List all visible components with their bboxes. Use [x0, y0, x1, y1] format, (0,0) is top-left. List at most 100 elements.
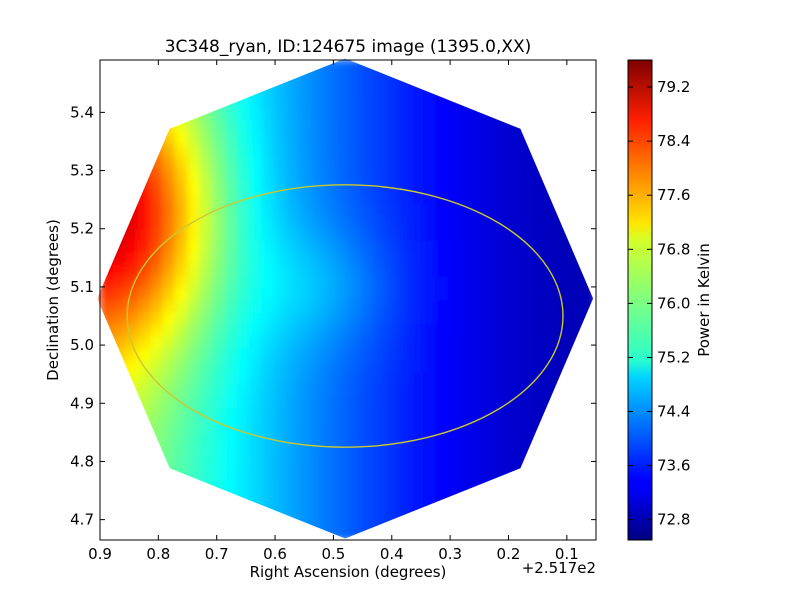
heatmap-cell [173, 299, 188, 313]
heatmap-cell [335, 419, 349, 433]
heatmap-cell [359, 83, 374, 97]
y-tick-label: 5.1 [70, 278, 94, 296]
heatmap-cell [310, 83, 324, 97]
heatmap-cell [111, 275, 126, 289]
heatmap-cell [310, 287, 324, 301]
heatmap-cell [161, 419, 175, 433]
heatmap-cell [558, 311, 572, 325]
heatmap-cell [471, 335, 485, 349]
heatmap-cell [136, 83, 151, 97]
heatmap-cell [471, 287, 485, 301]
heatmap-cell [533, 275, 547, 289]
heatmap-cell [136, 143, 151, 157]
heatmap-cell [521, 311, 535, 325]
heatmap-cell [223, 371, 237, 385]
heatmap-cell [111, 479, 126, 493]
heatmap-cell [223, 311, 237, 325]
heatmap-cell [260, 287, 275, 301]
heatmap-cell [273, 155, 287, 169]
heatmap-cell [409, 119, 423, 133]
heatmap-cell [545, 311, 560, 325]
heatmap-cell [397, 311, 411, 325]
heatmap-cell [558, 527, 572, 539]
heatmap-cell [136, 119, 151, 133]
heatmap-cell [198, 359, 213, 373]
heatmap-cell [198, 119, 213, 133]
heatmap-cell [496, 71, 510, 85]
heatmap-cell [533, 371, 547, 385]
heatmap-cell [223, 191, 237, 205]
heatmap-cell [409, 95, 423, 109]
heatmap-cell [310, 503, 324, 517]
heatmap-cell [446, 143, 461, 157]
heatmap-cell [558, 227, 572, 241]
heatmap-cell [409, 371, 423, 385]
heatmap-cell [273, 191, 287, 205]
heatmap-cell [186, 347, 200, 361]
heatmap-cell [310, 371, 324, 385]
heatmap-cell [235, 431, 250, 445]
heatmap-cell [459, 527, 473, 539]
heatmap-cell [186, 419, 200, 433]
heatmap-cell [124, 527, 138, 539]
heatmap-cell [335, 83, 349, 97]
heatmap-cell [533, 323, 547, 337]
heatmap-cell [583, 287, 594, 301]
heatmap-cell [161, 119, 175, 133]
heatmap-cell [297, 431, 312, 445]
heatmap-cell [322, 251, 337, 265]
heatmap-cell [223, 455, 237, 469]
heatmap-cell [136, 491, 151, 505]
heatmap-cell [248, 239, 262, 253]
heatmap-cell [198, 383, 213, 397]
heatmap-cell [545, 287, 560, 301]
heatmap-cell [409, 191, 423, 205]
heatmap-cell [111, 95, 126, 109]
heatmap-cell [136, 467, 151, 481]
heatmap-cell [521, 71, 535, 85]
heatmap-cell [310, 107, 324, 121]
heatmap-cell [384, 215, 399, 229]
heatmap-cell [223, 59, 237, 73]
heatmap-cell [136, 155, 151, 169]
heatmap-cell [446, 491, 461, 505]
heatmap-cell [273, 227, 287, 241]
heatmap-cell [558, 299, 572, 313]
heatmap-cell [508, 119, 523, 133]
heatmap-cell [124, 371, 138, 385]
heatmap-cell [223, 407, 237, 421]
heatmap-cell [297, 407, 312, 421]
heatmap-cell [273, 83, 287, 97]
heatmap-cell [359, 263, 374, 277]
heatmap-cell [558, 443, 572, 457]
heatmap-cell [459, 227, 473, 241]
heatmap-cell [273, 203, 287, 217]
heatmap-cell [483, 347, 498, 361]
heatmap-cell [508, 143, 523, 157]
heatmap-cell [297, 107, 312, 121]
heatmap-cell [223, 467, 237, 481]
heatmap-cell [310, 95, 324, 109]
heatmap-cell [459, 239, 473, 253]
heatmap-cell [235, 299, 250, 313]
heatmap-cell [434, 299, 448, 313]
heatmap-cell [198, 407, 213, 421]
heatmap-cell [136, 227, 151, 241]
heatmap-cell [310, 239, 324, 253]
heatmap-cell [446, 119, 461, 133]
heatmap-cell [310, 263, 324, 277]
heatmap-cell [483, 515, 498, 529]
heatmap-cell [99, 371, 113, 385]
heatmap-cell [186, 71, 200, 85]
heatmap-cell [359, 407, 374, 421]
heatmap-cell [397, 95, 411, 109]
heatmap-cell [149, 383, 163, 397]
heatmap-cell [496, 311, 510, 325]
heatmap-cell [397, 443, 411, 457]
heatmap-cell [211, 287, 225, 301]
heatmap-cell [124, 503, 138, 517]
heatmap-cell [260, 203, 275, 217]
x-axis-offset: +2.517e2 [522, 559, 596, 577]
heatmap-cell [136, 323, 151, 337]
heatmap-cell [99, 107, 113, 121]
